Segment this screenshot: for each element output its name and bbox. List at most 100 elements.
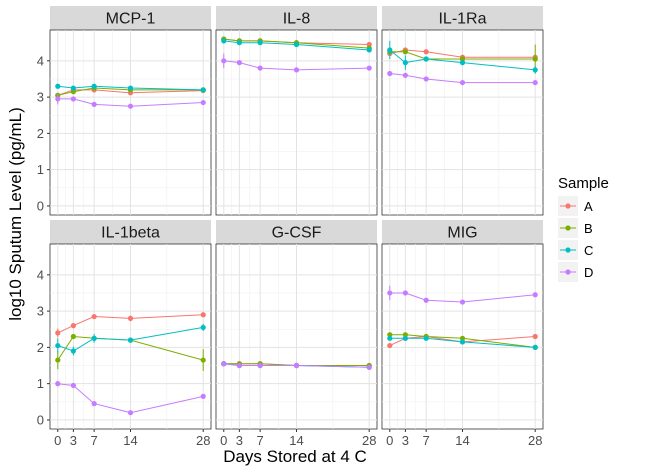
data-point <box>532 344 538 350</box>
data-point <box>459 335 466 341</box>
data-point <box>459 299 466 305</box>
facet-title: G-CSF <box>272 225 322 242</box>
x-tick-label: 7 <box>423 433 430 448</box>
series-C <box>55 323 206 356</box>
facet-title: MIG <box>447 225 477 242</box>
x-tick-label: 7 <box>257 433 264 448</box>
data-point <box>423 297 429 303</box>
data-point <box>293 41 300 48</box>
data-point <box>532 333 538 340</box>
data-point <box>293 362 300 369</box>
data-point <box>127 103 134 109</box>
major-gridlines <box>50 30 211 215</box>
data-point <box>423 76 429 82</box>
x-tick-label: 0 <box>54 433 61 448</box>
data-point <box>200 312 206 318</box>
y-tick-label: 4 <box>37 267 44 282</box>
data-point <box>532 67 538 73</box>
data-point <box>200 324 206 331</box>
data-point <box>200 99 206 106</box>
data-point <box>366 364 372 370</box>
data-point <box>236 60 242 66</box>
facet-strip <box>216 220 377 244</box>
x-tick-label: 14 <box>123 433 137 448</box>
data-point <box>70 382 76 389</box>
facet-panel: MCP-1 <box>49 6 212 216</box>
data-point <box>236 40 242 46</box>
x-tick-label: 3 <box>236 433 243 448</box>
data-point <box>236 362 242 369</box>
x-tick-label: 28 <box>528 433 542 448</box>
series-D <box>221 53 372 73</box>
y-tick-label: 2 <box>37 340 44 355</box>
data-point <box>127 85 134 91</box>
x-tick-label: 3 <box>402 433 409 448</box>
data-point <box>55 83 61 89</box>
x-tick-label: 0 <box>220 433 227 448</box>
data-point <box>532 79 538 86</box>
facet-panel: G-CSF <box>215 220 378 430</box>
x-tick-label: 14 <box>455 433 469 448</box>
data-point <box>70 89 76 95</box>
data-point <box>402 332 408 338</box>
data-point <box>257 65 263 71</box>
legend-label: D <box>584 265 593 280</box>
y-tick-label: 1 <box>37 376 44 391</box>
data-point <box>55 381 61 387</box>
legend-key-point <box>565 203 571 209</box>
data-point <box>221 361 227 367</box>
data-point <box>387 342 393 349</box>
facet-panel: MIG <box>381 220 544 430</box>
data-point <box>200 87 206 93</box>
major-gridlines <box>216 244 377 429</box>
series-C <box>55 83 206 93</box>
data-point <box>70 85 76 91</box>
series-C <box>221 38 372 53</box>
data-point <box>200 393 206 399</box>
x-tick-label: 28 <box>362 433 376 448</box>
facet-strip <box>216 6 377 30</box>
legend-key-point <box>565 247 571 253</box>
data-point <box>423 335 429 341</box>
legend-item: D <box>558 262 593 282</box>
data-point <box>387 332 393 338</box>
data-point <box>402 335 408 341</box>
facet-strip <box>50 6 211 30</box>
legend-key-point <box>565 225 571 231</box>
data-point <box>402 290 408 296</box>
y-tick-label: 0 <box>37 412 44 427</box>
data-point <box>91 335 97 341</box>
y-tick-label: 3 <box>37 304 44 319</box>
legend-item: C <box>558 240 593 260</box>
data-point <box>70 96 76 102</box>
x-tick-label: 3 <box>70 433 77 448</box>
series-D <box>221 361 372 370</box>
y-axis-title: log10 Sputum Level (pg/mL) <box>6 107 25 321</box>
data-point <box>127 337 134 343</box>
data-point <box>91 83 97 89</box>
legend-label: A <box>584 199 593 214</box>
y-tick-label: 2 <box>37 126 44 141</box>
data-point <box>200 357 206 363</box>
x-tick-label: 0 <box>386 433 393 448</box>
facet-title: IL-1beta <box>101 225 160 242</box>
x-tick-label: 14 <box>289 433 303 448</box>
data-point <box>257 40 263 46</box>
series-D <box>387 70 538 86</box>
facet-title: MCP-1 <box>106 11 156 28</box>
panels-layer: MCP-1 IL-8 IL-1Ra IL-1beta G-CSF MIG <box>49 6 544 430</box>
data-point <box>55 330 61 336</box>
data-point <box>459 60 466 66</box>
data-point <box>366 47 372 53</box>
data-point <box>55 342 61 349</box>
data-point <box>221 58 227 64</box>
series-D <box>387 285 538 305</box>
data-point <box>387 47 393 53</box>
x-tick-label: 28 <box>196 433 210 448</box>
series-C <box>387 335 538 350</box>
data-point <box>70 348 76 354</box>
data-point <box>91 401 97 407</box>
data-point <box>387 70 393 77</box>
